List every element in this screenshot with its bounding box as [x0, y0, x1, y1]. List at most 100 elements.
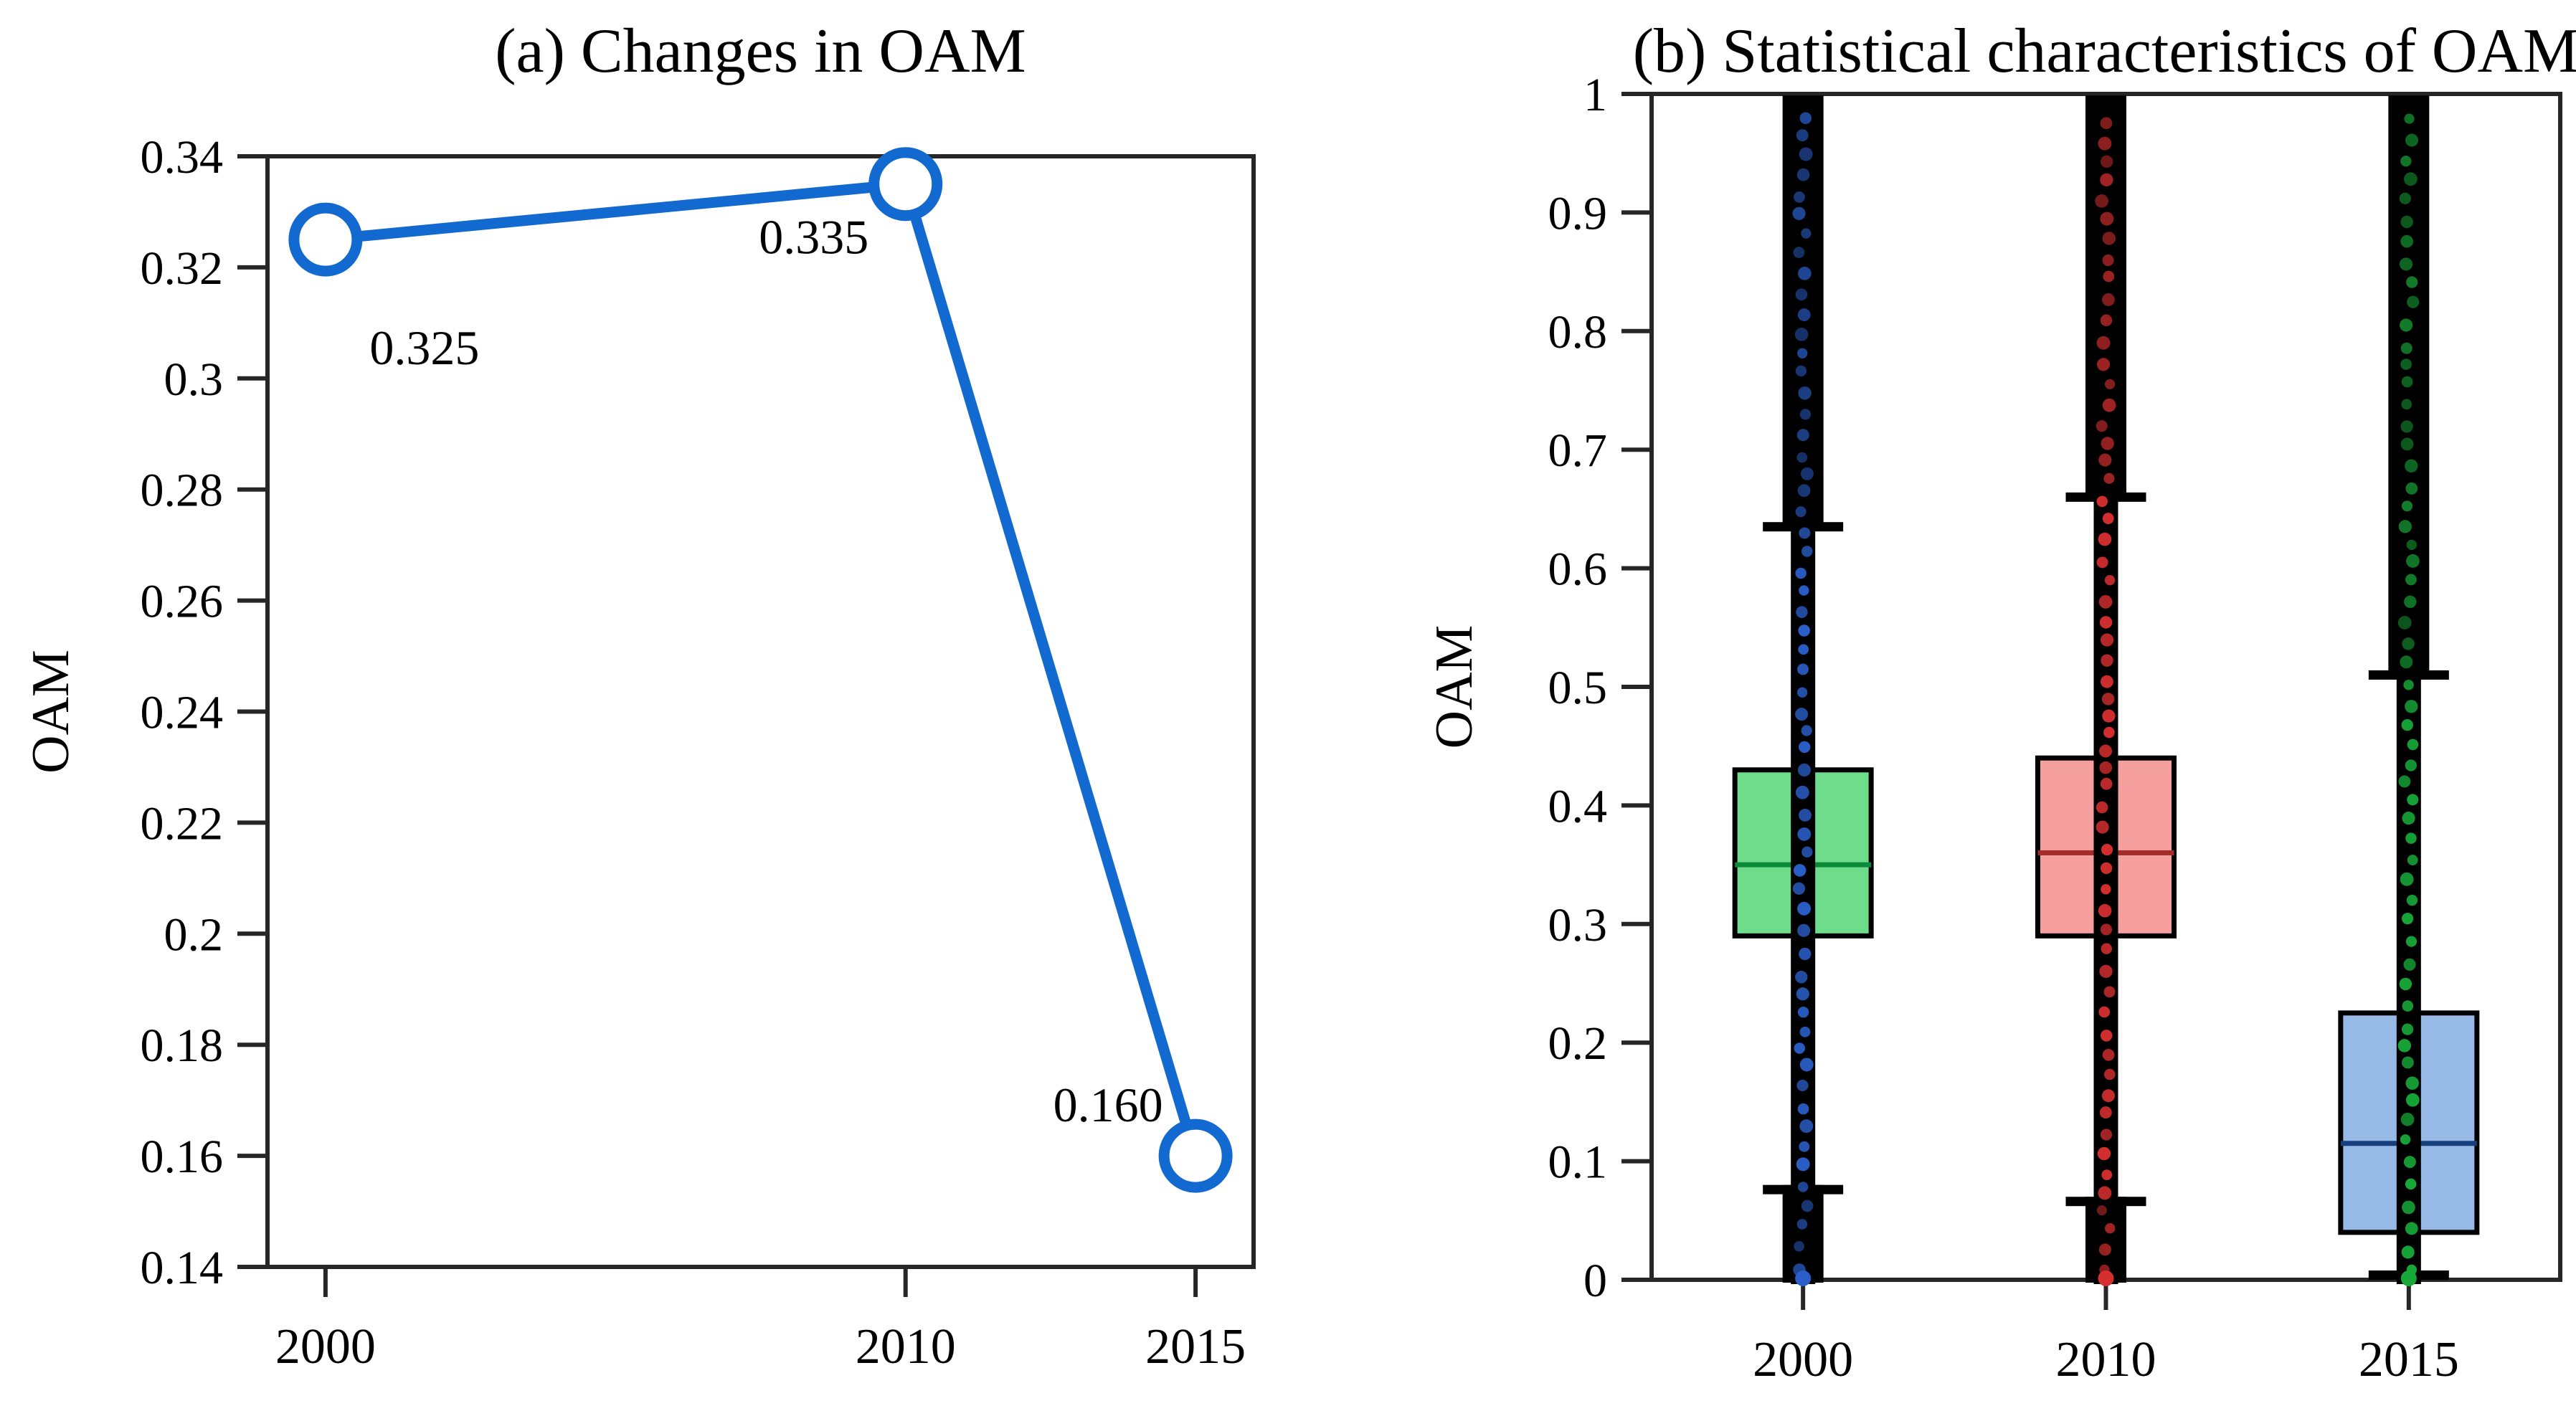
scatter-dot — [2102, 513, 2114, 525]
scatter-dot — [1799, 1141, 1810, 1152]
scatter-dot — [2098, 532, 2112, 546]
scatter-dot — [1796, 987, 1809, 1001]
scatter-dot — [1794, 1241, 1804, 1252]
scatter-dot — [2101, 1089, 2115, 1103]
scatter-dot — [2102, 709, 2116, 723]
scatter-dot — [2406, 554, 2420, 568]
scatter-dot — [1798, 386, 1812, 400]
scatter-dot — [2099, 744, 2113, 758]
scatter-dot — [2401, 399, 2412, 410]
scatter-dot — [2098, 903, 2112, 918]
scatter-dot — [1799, 1026, 1811, 1037]
scatter-dot — [1797, 308, 1811, 321]
scatter-dot — [2101, 943, 2112, 954]
scatter-dot — [2103, 986, 2116, 998]
scatter-dot — [1799, 527, 1811, 539]
panel-b-ytick-label: 0.1 — [1548, 1136, 1608, 1189]
scatter-dot — [2100, 675, 2113, 688]
scatter-dot — [2400, 215, 2413, 229]
scatter-dot — [2098, 1243, 2111, 1256]
scatter-dot — [2400, 872, 2414, 886]
scatter-dot — [2402, 637, 2415, 650]
panel-a-title: (a) Changes in OAM — [495, 16, 1026, 86]
scatter-dot — [2406, 894, 2418, 906]
scatter-dot — [2404, 113, 2415, 124]
scatter-dot — [1799, 409, 1812, 420]
scatter-dot — [2100, 314, 2113, 326]
scatter-dot — [2401, 1023, 2414, 1035]
scatter-dot — [2402, 1000, 2414, 1012]
scatter-dot — [2403, 1156, 2416, 1169]
scatter-dot — [2403, 680, 2414, 690]
scatter-dot — [1797, 348, 1808, 358]
scatter-dot — [2399, 192, 2411, 204]
scatter-dot — [1796, 429, 1809, 442]
scatter-dot — [2102, 232, 2116, 245]
scatter-dot — [1796, 452, 1808, 463]
scatter-dot — [2100, 1030, 2113, 1042]
scatter-dot — [2405, 133, 2419, 147]
panel-a-ytick-label: 0.22 — [141, 797, 224, 850]
scatter-dot — [2401, 376, 2413, 388]
scatter-dot — [2104, 575, 2116, 586]
scatter-dot — [1795, 971, 1808, 984]
scatter-dot — [1798, 624, 1810, 637]
scatter-dot — [2400, 358, 2412, 370]
scatter-dot — [2400, 1113, 2415, 1126]
panel-a-xtick-label: 2015 — [1145, 1319, 1246, 1374]
whisker-cap-low-2010 — [2065, 1197, 2146, 1207]
scatter-dot — [2402, 812, 2415, 825]
scatter-dot — [1799, 147, 1813, 161]
panel-b-xtick-label: 2015 — [2359, 1332, 2459, 1387]
scatter-dot — [2098, 136, 2112, 151]
panel-b-ytick-label: 0.8 — [1548, 306, 1608, 358]
panel-b-xtick-label: 2010 — [2056, 1332, 2156, 1387]
panel-a-ylabel: OAM — [22, 650, 80, 774]
scatter-dot — [2100, 173, 2113, 187]
scatter-dot — [2101, 884, 2111, 895]
scatter-dot — [2401, 1245, 2415, 1259]
panel-b-ytick-label: 0.5 — [1548, 662, 1608, 714]
scatter-dot — [2098, 1186, 2112, 1200]
scatter-dot — [2104, 379, 2116, 389]
scatter-dot — [2096, 820, 2109, 834]
scatter-dot — [1795, 288, 1808, 301]
scatter-dot — [2102, 254, 2114, 267]
panel-b-ytick-label: 0.7 — [1548, 424, 1608, 477]
scatter-dot-baseline-2015 — [2400, 1270, 2417, 1286]
panel-a-ytick-label: 0.3 — [164, 353, 224, 406]
scatter-dot — [1797, 1103, 1809, 1115]
data-point-marker-2015 — [1158, 1118, 1233, 1193]
panel-b: 1 0.9 0.8 0.7 0.6 0.5 0.4 0.3 0.2 0.1 0 2000 2010 201… — [1425, 16, 2576, 1387]
scatter-dot — [2405, 482, 2418, 495]
scatter-dot — [1797, 763, 1812, 777]
scatter-dot — [1799, 947, 1812, 961]
scatter-dot — [2400, 234, 2413, 248]
scatter-dot — [2100, 117, 2113, 130]
data-point-marker-2000 — [288, 202, 363, 277]
scatter-dot — [1799, 1058, 1814, 1072]
panel-a-ytick-label: 0.14 — [141, 1242, 224, 1294]
scatter-dot — [2095, 194, 2108, 208]
scatter-dot — [1801, 846, 1813, 857]
scatter-dot — [1801, 1199, 1814, 1212]
panel-b-ytick-label: 0.6 — [1548, 543, 1608, 596]
scatter-dot — [2103, 472, 2115, 484]
scatter-dot — [1797, 901, 1812, 916]
scatter-dot — [2102, 1048, 2115, 1061]
point-value-label: 0.335 — [759, 210, 868, 265]
scatter-dot — [2100, 923, 2113, 936]
scatter-dot — [2405, 832, 2417, 844]
scatter-dot — [1797, 1006, 1809, 1018]
scatter-dot — [1801, 546, 1813, 557]
scatter-dot — [1794, 328, 1809, 341]
scatter-dot — [2397, 1039, 2412, 1053]
scatter-dot — [1797, 827, 1812, 841]
scatter-dot — [1799, 808, 1812, 822]
scatter-dot-baseline-2010 — [2098, 1270, 2114, 1286]
whisker-cap-high-2015 — [2368, 670, 2449, 680]
scatter-dot — [2401, 500, 2413, 512]
scatter-dot — [1797, 663, 1809, 675]
scatter-dot — [1797, 1182, 1809, 1192]
